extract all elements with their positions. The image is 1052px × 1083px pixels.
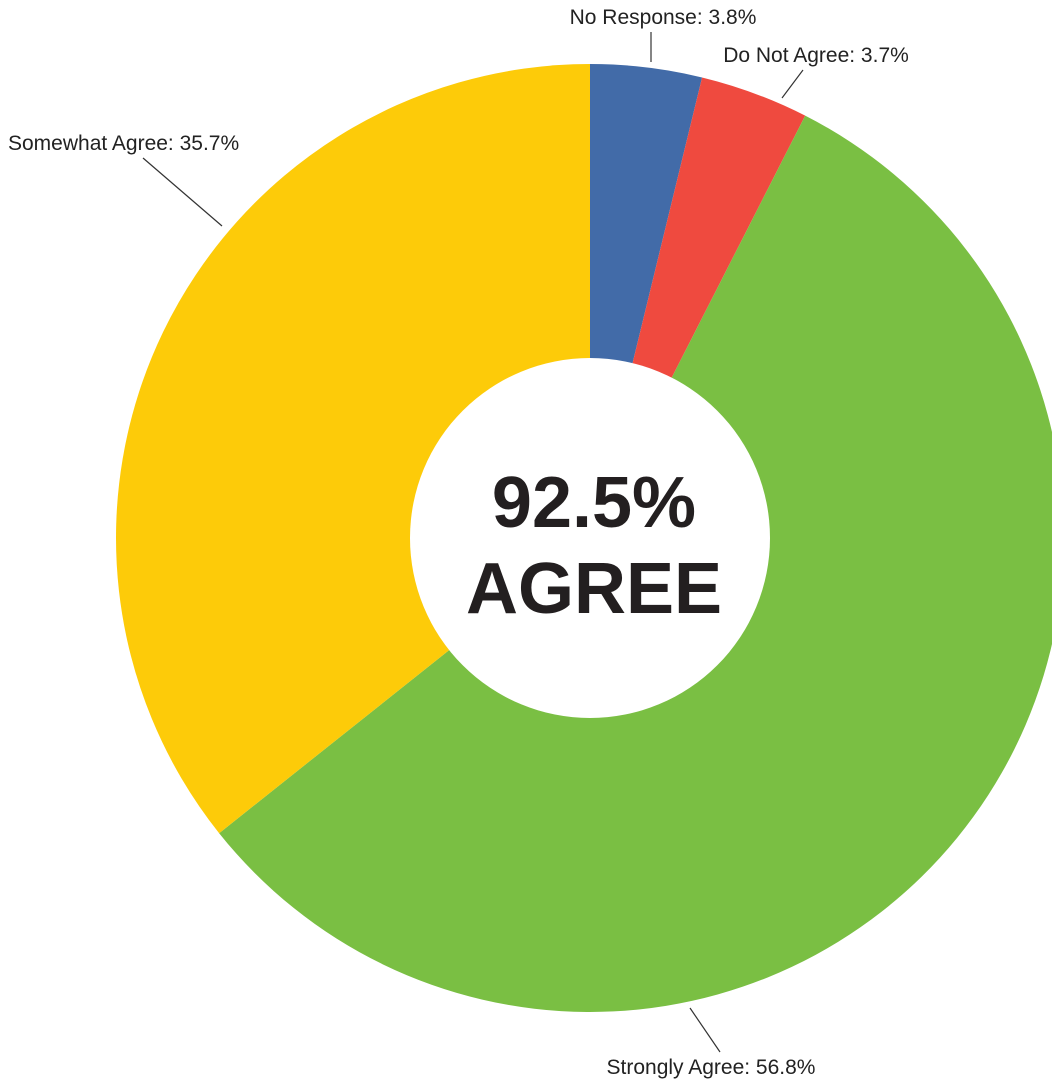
center-value: 92.5% [492, 463, 696, 543]
leader-lines [142, 32, 804, 1053]
donut-hole [410, 358, 770, 718]
leader-line-strongly-agree [689, 1007, 721, 1053]
slice-label-somewhat-agree: Somewhat Agree: 35.7% [8, 132, 239, 155]
slice-labels: No Response: 3.8% Do Not Agree: 3.7% Stron… [8, 6, 909, 1079]
slice-label-strongly-agree: Strongly Agree: 56.8% [607, 1056, 816, 1079]
slice-somewhat-agree [116, 64, 590, 834]
center-caption: AGREE [466, 549, 722, 629]
leader-line-do-not-agree [781, 69, 804, 99]
slice-label-no-response: No Response: 3.8% [570, 6, 757, 29]
slice-label-do-not-agree: Do Not Agree: 3.7% [723, 44, 909, 67]
leader-line-somewhat-agree [142, 157, 223, 227]
